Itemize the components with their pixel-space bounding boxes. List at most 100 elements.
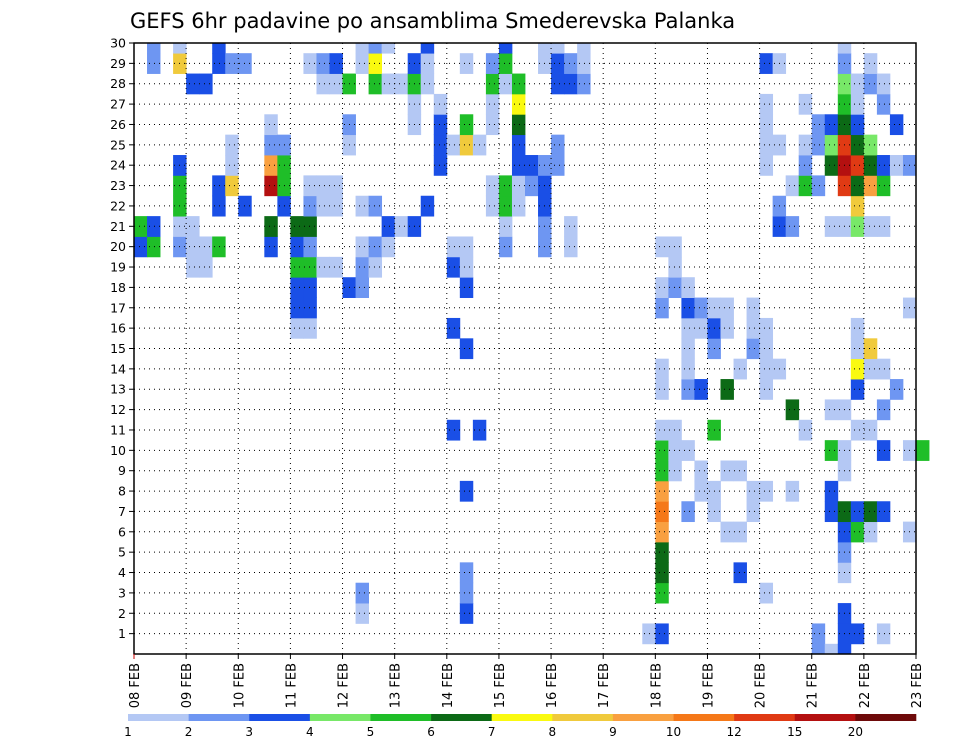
x-tick-label: 17 FEB: [597, 663, 612, 708]
cell: [459, 603, 474, 624]
cell: [863, 155, 878, 176]
cell: [355, 195, 369, 217]
cell: [551, 134, 565, 156]
cell: [173, 43, 187, 54]
cell: [824, 643, 839, 655]
cell: [889, 114, 904, 136]
colorbar-swatch: [855, 714, 917, 721]
cell: [876, 399, 891, 421]
cell: [681, 440, 695, 461]
cell: [655, 440, 669, 461]
cell: [876, 216, 891, 237]
y-tick-label: 13: [110, 382, 126, 397]
cell: [850, 175, 865, 197]
cell: [498, 43, 513, 54]
x-tick-label: 11 FEB: [284, 663, 299, 708]
cell: [694, 317, 708, 339]
cell: [759, 338, 774, 360]
colorbar-label: 3: [245, 725, 253, 739]
cell: [303, 236, 317, 258]
y-tick-label: 4: [118, 565, 126, 580]
x-tick-label: 09 FEB: [180, 663, 195, 708]
cell: [694, 480, 708, 502]
cell: [290, 236, 304, 258]
cell: [759, 155, 774, 176]
cell: [511, 175, 526, 197]
cell: [863, 358, 878, 380]
cell: [681, 501, 695, 523]
cell: [759, 480, 774, 502]
colorbar-label: 12: [727, 725, 742, 739]
cell: [759, 582, 774, 604]
colorbar-swatch: [431, 714, 492, 721]
cell: [316, 53, 330, 74]
cell: [199, 236, 213, 258]
cell: [329, 195, 343, 217]
cell: [824, 399, 839, 421]
cell: [290, 317, 304, 339]
cell: [511, 195, 526, 217]
cell: [485, 114, 500, 136]
cell: [850, 317, 865, 339]
cell: [733, 358, 747, 380]
cell: [811, 114, 826, 136]
cell: [733, 460, 747, 482]
y-tick-label: 18: [110, 280, 126, 295]
cell: [381, 43, 396, 54]
y-tick-label: 16: [110, 321, 126, 336]
cell: [225, 53, 239, 74]
cell: [850, 419, 865, 441]
cell: [420, 43, 435, 54]
cell: [850, 134, 865, 156]
cell: [329, 256, 343, 278]
cell: [186, 236, 200, 258]
cell: [798, 155, 813, 176]
cell: [564, 236, 578, 258]
cell: [720, 521, 734, 543]
cell: [368, 256, 383, 278]
cell: [655, 277, 669, 298]
cell: [264, 134, 278, 156]
cell: [538, 43, 552, 54]
cell: [551, 155, 565, 176]
chart-title: GEFS 6hr padavine po ansamblima Smederev…: [130, 9, 735, 33]
cell: [720, 317, 734, 339]
cell: [433, 93, 448, 115]
y-tick-label: 5: [118, 545, 126, 560]
cell: [876, 440, 891, 461]
cell: [368, 195, 383, 217]
cell: [759, 134, 774, 156]
cell: [485, 195, 500, 217]
cell: [655, 501, 669, 523]
cell: [655, 419, 669, 441]
cell: [225, 175, 239, 197]
cell: [655, 379, 669, 400]
cell: [186, 256, 200, 278]
cell: [355, 582, 369, 604]
cell: [459, 562, 474, 584]
cell: [824, 134, 839, 156]
cell: [863, 53, 878, 74]
cell: [525, 155, 539, 176]
colorbar-swatch: [309, 714, 371, 721]
y-tick-label: 24: [110, 158, 126, 173]
cell: [811, 175, 826, 197]
cell: [212, 195, 226, 217]
y-tick-label: 15: [110, 341, 126, 356]
cell: [355, 277, 369, 298]
cell: [759, 53, 774, 74]
cell: [811, 134, 826, 156]
y-tick-label: 28: [110, 76, 126, 91]
cell: [863, 216, 878, 237]
cell: [655, 541, 669, 563]
colorbar-swatch: [128, 714, 189, 721]
cell: [525, 175, 539, 197]
cell: [199, 73, 213, 95]
cell: [186, 216, 200, 237]
cell: [290, 277, 304, 298]
cell: [329, 53, 343, 74]
cell: [564, 216, 578, 237]
cell: [394, 73, 409, 95]
colorbar-label: 8: [548, 725, 556, 739]
cell: [551, 43, 565, 54]
